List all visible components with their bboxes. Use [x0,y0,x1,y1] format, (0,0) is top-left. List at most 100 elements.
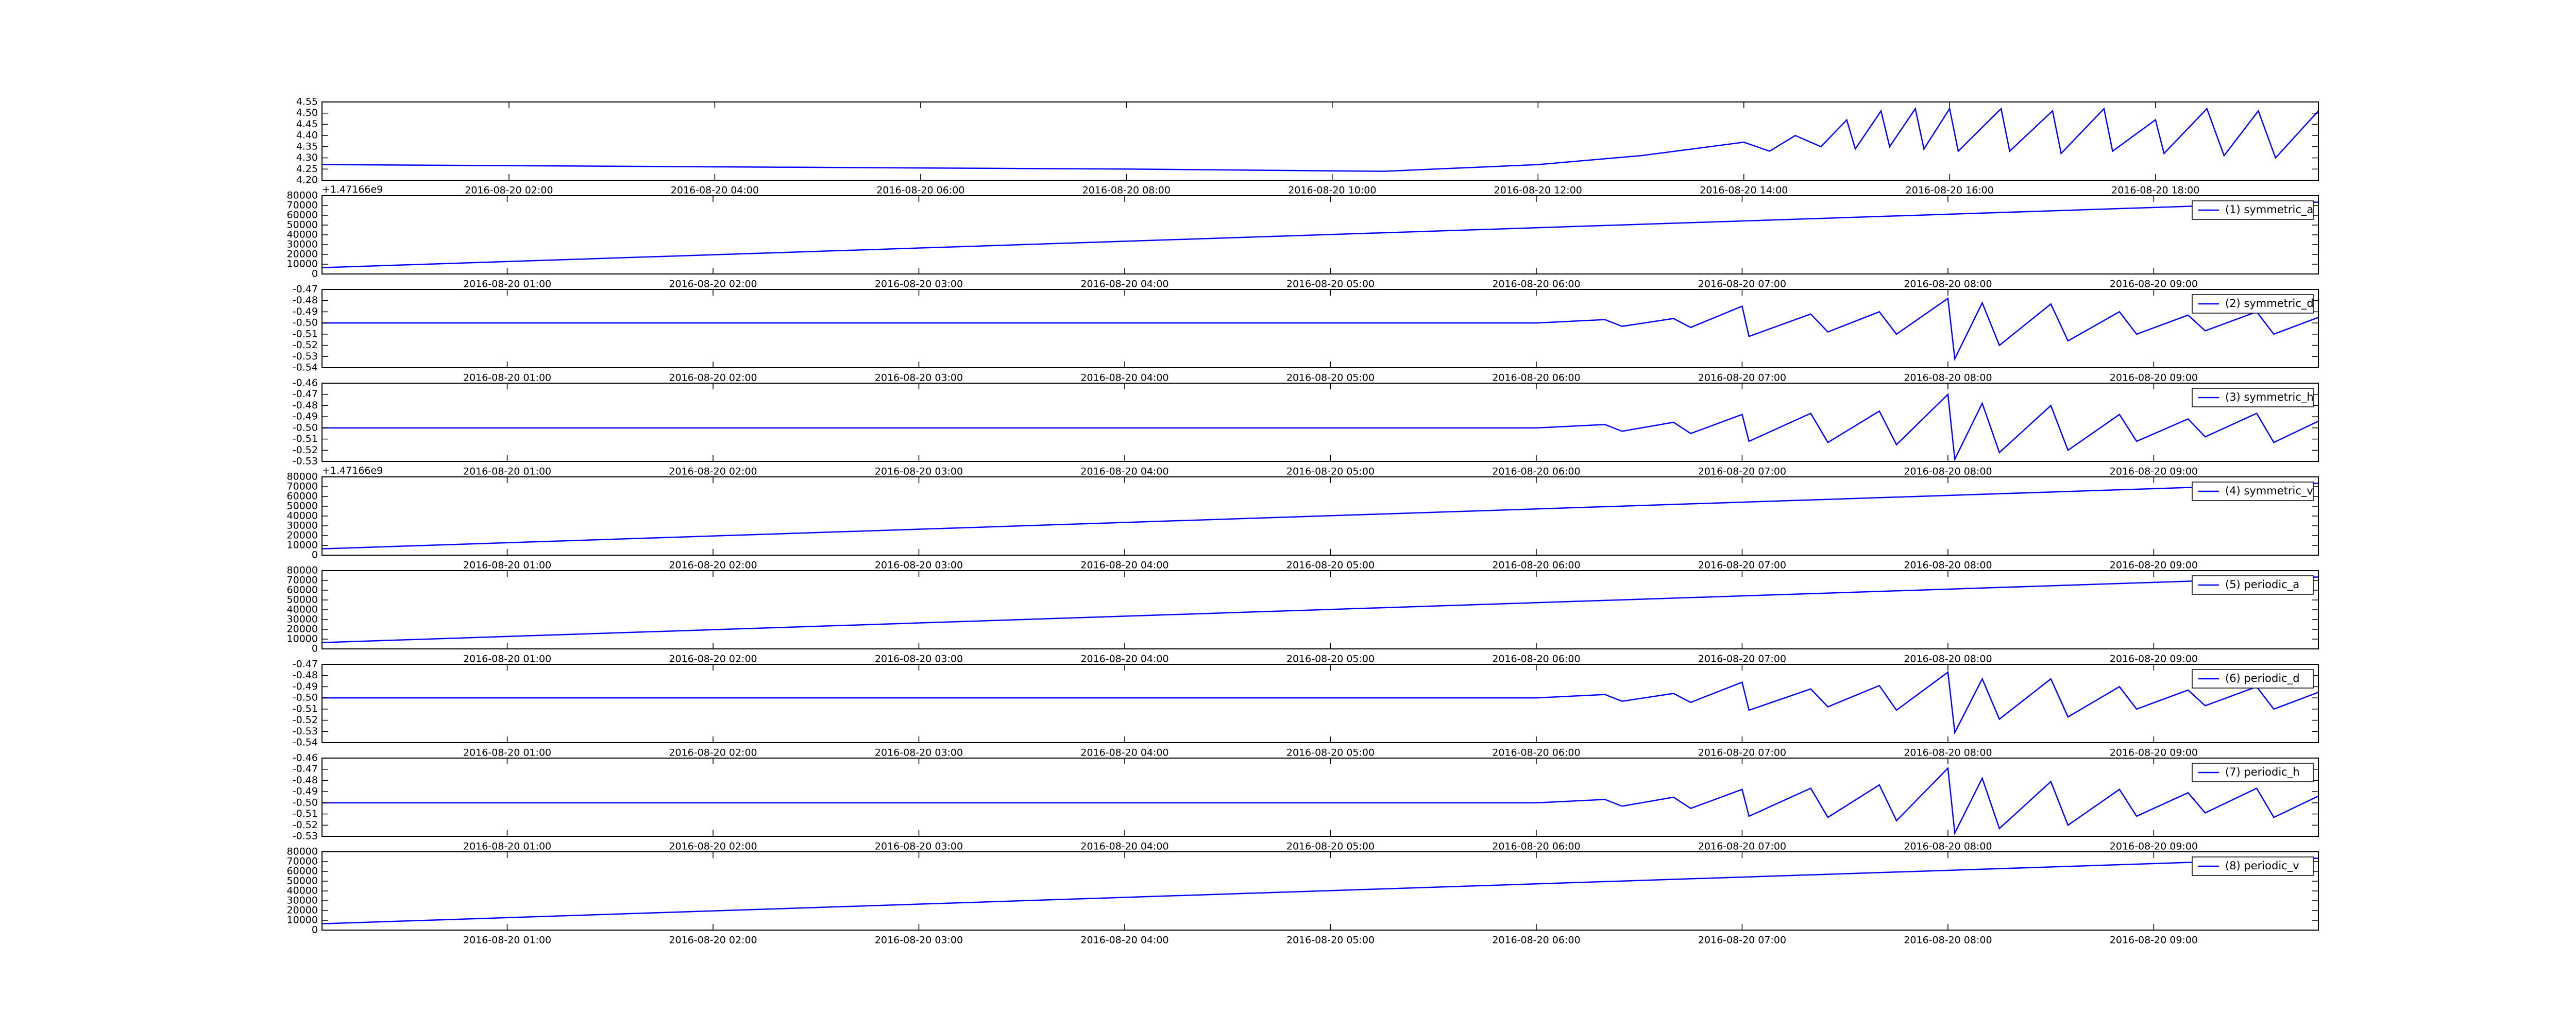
y-tick-label: 4.25 [296,163,318,175]
x-tick-label: 2016-08-20 07:00 [1698,560,1786,571]
x-tick-label: 2016-08-20 04:00 [1080,279,1168,290]
legend-label: (5) periodic_a [2225,578,2299,591]
legend-label: (2) symmetric_d [2225,297,2314,310]
y-tick-label: -0.54 [293,737,318,748]
plot-area [322,107,2318,172]
y-tick-label: -0.47 [293,284,318,295]
x-tick-label: 2016-08-20 09:00 [2110,466,2198,477]
x-tick-label: 2016-08-20 03:00 [875,372,963,384]
x-tick-label: 2016-08-20 09:00 [2110,372,2198,384]
y-tick-label: 40000 [287,604,318,615]
y-tick-label: -0.53 [293,831,318,842]
x-tick-label: 2016-08-20 06:00 [1492,841,1580,852]
y-tick-label: -0.51 [293,808,318,819]
x-tick-label: 2016-08-20 02:00 [669,372,757,384]
data-line [322,766,2318,835]
x-tick-label: 2016-08-20 06:00 [1492,466,1580,477]
y-tick-label: -0.53 [293,456,318,467]
y-tick-label: 60000 [287,585,318,596]
plot-area [322,483,2318,550]
y-tick-label: 4.55 [296,96,318,108]
y-tick-label: 10000 [287,540,318,551]
x-tick-label: 2016-08-20 03:00 [875,654,963,665]
y-offset-label: +1.47166e9 [322,465,383,476]
x-tick-label: 2016-08-20 02:00 [669,466,757,477]
x-tick-label: 2016-08-20 07:00 [1698,279,1786,290]
subplot: 4.204.254.304.354.404.454.504.55 2016-08-… [296,96,2319,196]
y-tick-label: -0.51 [293,433,318,444]
data-line [322,297,2318,362]
subplot: -0.53-0.52-0.51-0.50-0.49-0.48-0.47-0.46… [293,377,2319,477]
x-tick-label: 2016-08-20 09:00 [2110,841,2198,852]
x-tick-label: 2016-08-20 01:00 [463,560,551,571]
y-tick-label: 60000 [287,491,318,502]
y-tick-label: 60000 [287,866,318,877]
x-tick-label: 2016-08-20 01:00 [463,747,551,759]
x-tick-label: 2016-08-20 04:00 [1080,841,1168,852]
x-tick-label: 2016-08-20 06:00 [1492,935,1580,946]
x-tick-label: 2016-08-20 03:00 [875,560,963,571]
legend-label: (1) symmetric_a [2225,203,2313,216]
x-tick-label: 2016-08-20 05:00 [1286,747,1375,759]
x-tick-label: 2016-08-20 08:00 [1904,935,1992,946]
y-tick-label: 30000 [287,239,318,250]
x-tick-label: 2016-08-20 07:00 [1698,654,1786,665]
y-tick-label: 10000 [287,633,318,645]
y-tick-label: 20000 [287,624,318,635]
y-tick-label: 20000 [287,905,318,916]
y-tick-label: 20000 [287,249,318,260]
x-tick-label: 2016-08-20 03:00 [875,935,963,946]
y-tick-label: 50000 [287,876,318,887]
data-line [322,576,2318,643]
data-line [322,107,2318,172]
y-tick-label: -0.51 [293,328,318,339]
x-tick-label: 2016-08-20 16:00 [1906,185,1994,196]
y-tick-label: 40000 [287,229,318,241]
x-tick-label: 2016-08-20 02:00 [465,185,553,196]
x-tick-label: 2016-08-20 08:00 [1904,560,1992,571]
y-tick-label: 40000 [287,885,318,897]
x-tick-label: 2016-08-20 03:00 [875,747,963,759]
x-tick-label: 2016-08-20 08:00 [1904,466,1992,477]
x-tick-label: 2016-08-20 01:00 [463,841,551,852]
x-tick-label: 2016-08-20 02:00 [669,747,757,759]
y-tick-label: -0.49 [293,411,318,422]
subplot: 0100002000030000400005000060000700008000… [287,465,2319,571]
plot-area [322,393,2318,461]
y-tick-label: 80000 [287,190,318,201]
y-tick-label: 70000 [287,200,318,211]
y-tick-label: -0.49 [293,306,318,317]
plot-area [322,857,2318,924]
x-tick-label: 2016-08-20 05:00 [1286,279,1375,290]
y-tick-label: -0.50 [293,692,318,703]
y-tick-label: -0.50 [293,797,318,808]
x-tick-label: 2016-08-20 06:00 [1492,279,1580,290]
subplot: -0.54-0.53-0.52-0.51-0.50-0.49-0.48-0.47… [293,659,2319,759]
y-tick-label: 4.50 [296,107,318,118]
x-tick-label: 2016-08-20 06:00 [876,185,964,196]
x-tick-label: 2016-08-20 08:00 [1904,841,1992,852]
y-tick-label: 80000 [287,565,318,576]
x-tick-label: 2016-08-20 02:00 [669,560,757,571]
x-tick-label: 2016-08-20 01:00 [463,279,551,290]
y-tick-label: -0.50 [293,422,318,433]
x-tick-label: 2016-08-20 02:00 [669,654,757,665]
x-tick-label: 2016-08-20 06:00 [1492,372,1580,384]
y-tick-label: 30000 [287,895,318,906]
y-tick-label: 4.30 [296,152,318,163]
y-tick-label: -0.47 [293,659,318,670]
data-line [322,201,2318,268]
x-tick-label: 2016-08-20 04:00 [1080,935,1168,946]
plot-area [322,297,2318,362]
plot-area [322,671,2318,735]
legend-label: (7) periodic_h [2225,766,2300,779]
x-tick-label: 2016-08-20 07:00 [1698,372,1786,384]
x-tick-label: 2016-08-20 01:00 [463,935,551,946]
plot-area [322,576,2318,643]
x-tick-label: 2016-08-20 04:00 [1080,654,1168,665]
y-tick-label: -0.53 [293,726,318,737]
plot-area [322,201,2318,268]
x-tick-label: 2016-08-20 07:00 [1698,935,1786,946]
